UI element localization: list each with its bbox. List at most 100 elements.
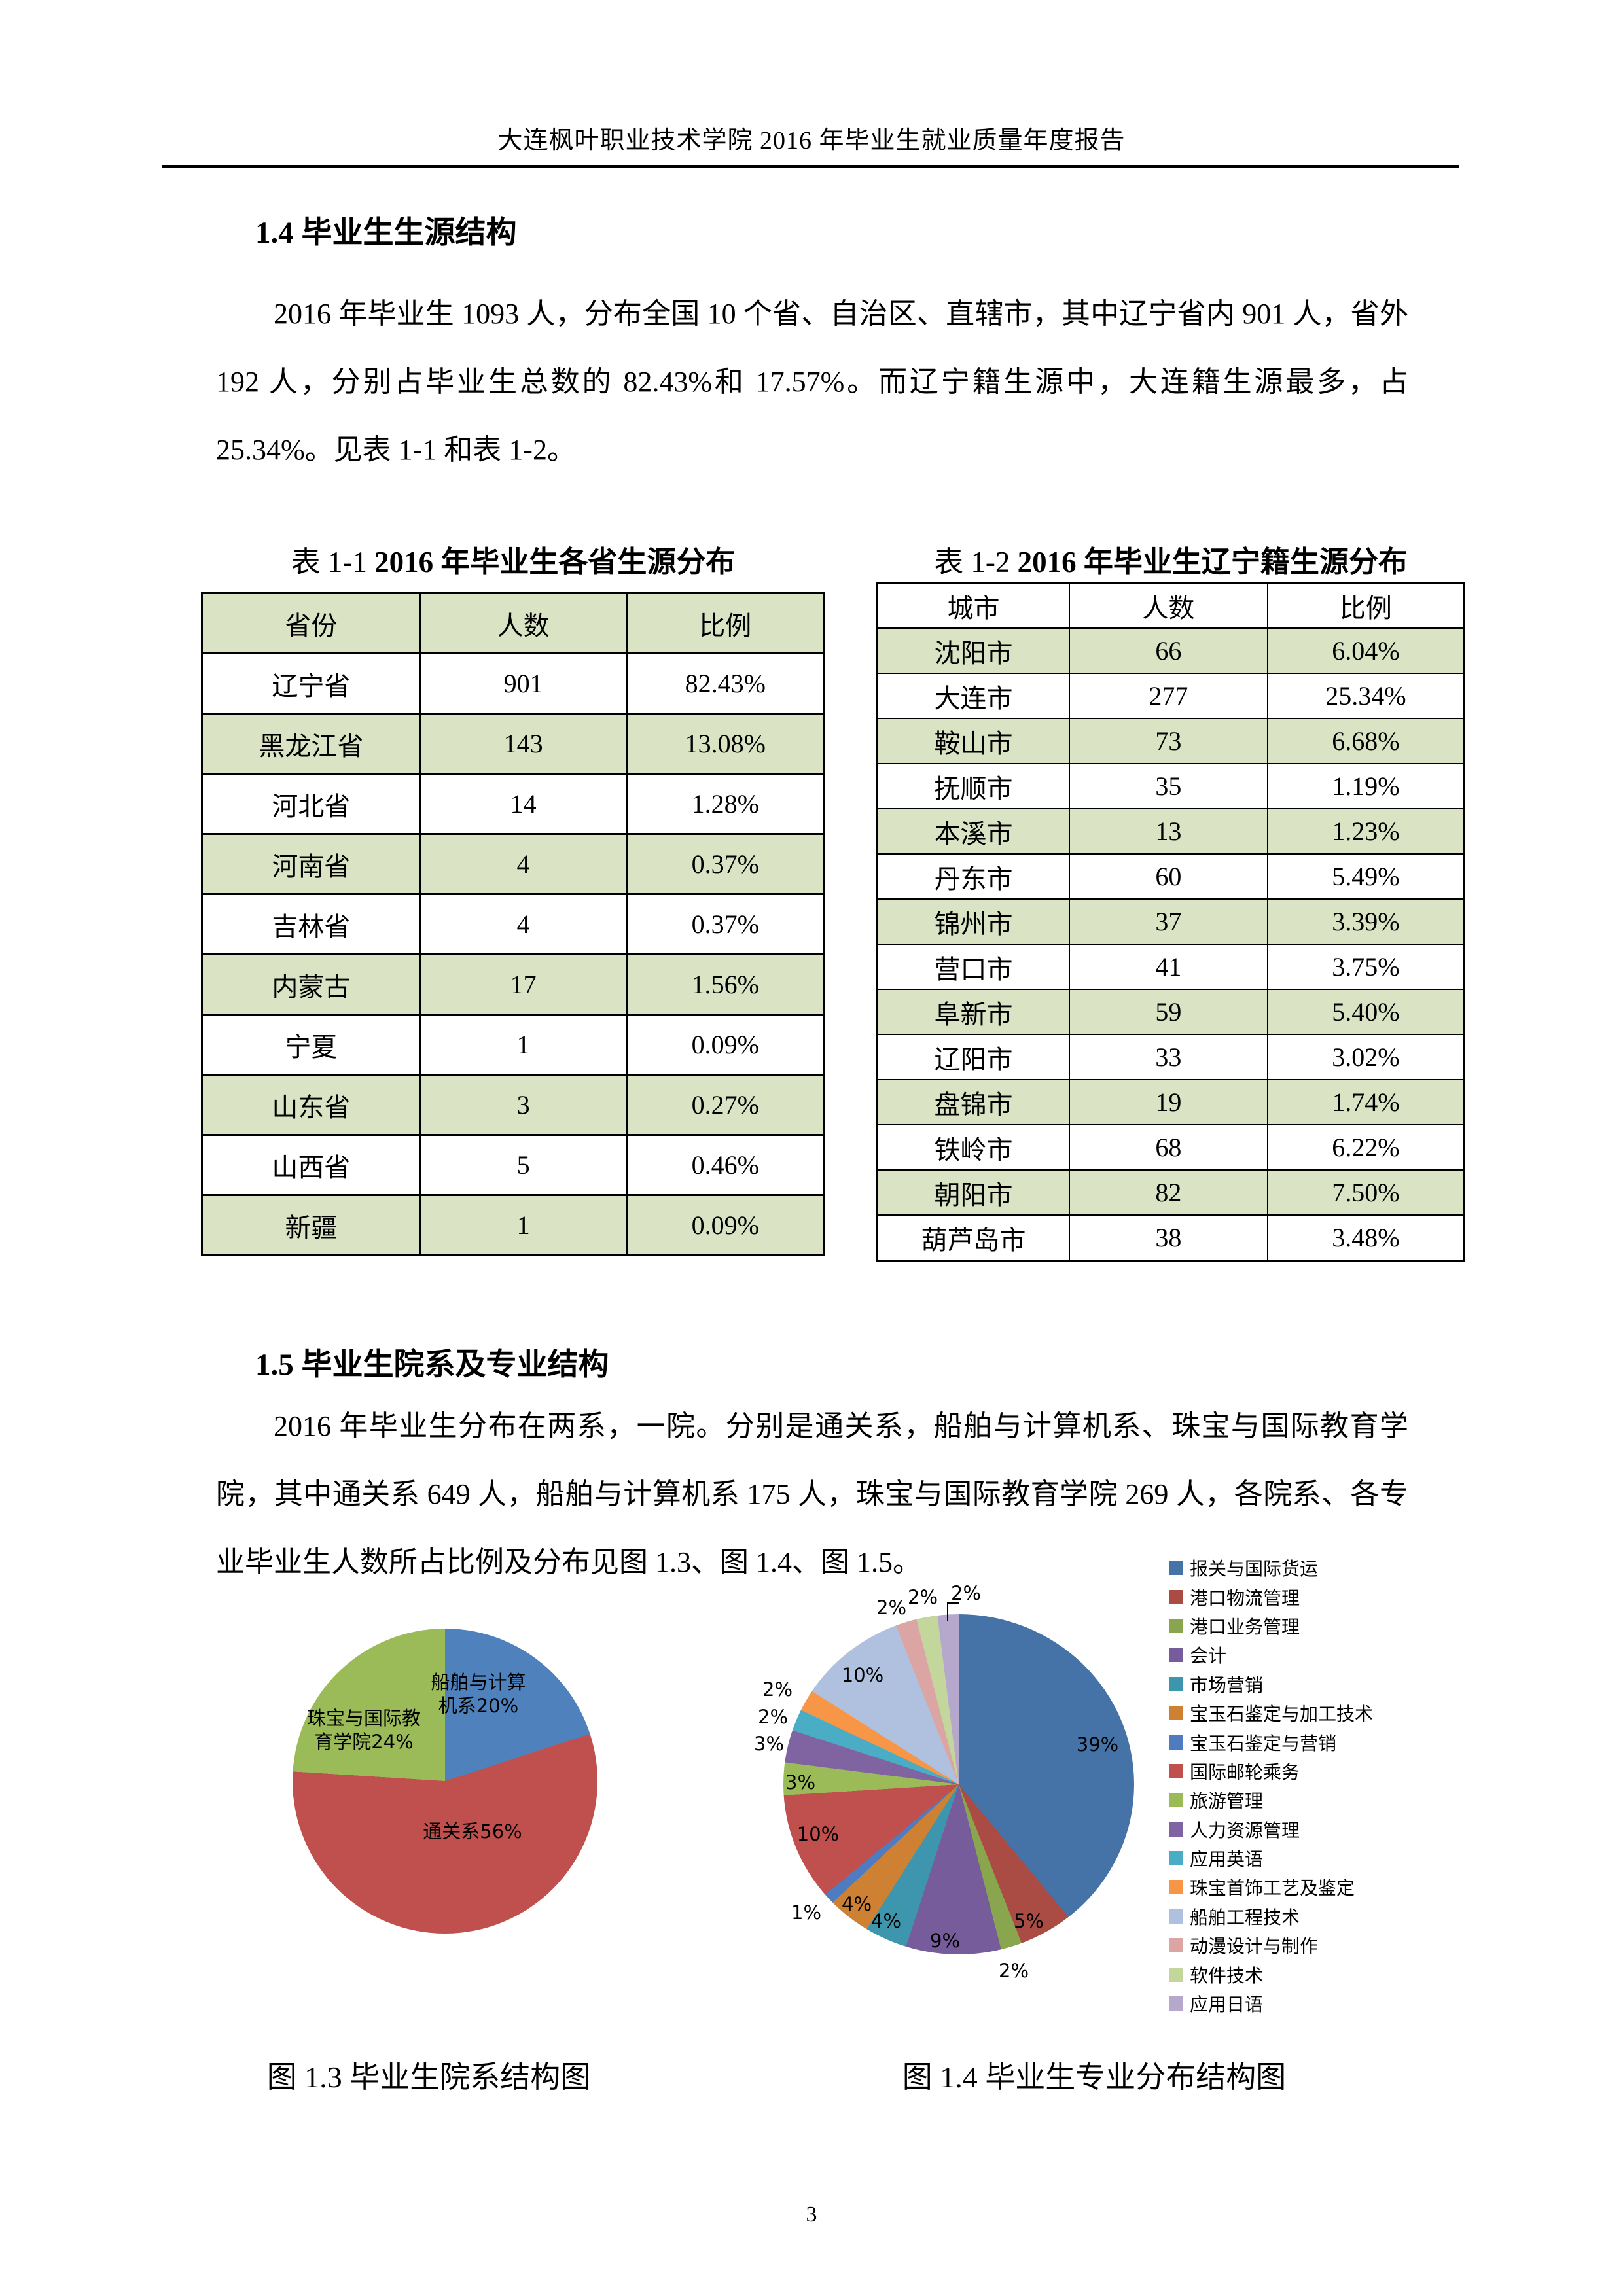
legend-label: 宝玉石鉴定与加工技术 xyxy=(1190,1703,1374,1725)
legend-item: 市场营销 xyxy=(1169,1670,1373,1699)
table-cell: 锦州市 xyxy=(877,898,1070,945)
table-cell: 0.37% xyxy=(625,833,826,895)
table-cell: 33 xyxy=(1068,1034,1268,1080)
table-row: 葫芦岛市 38 3.48% xyxy=(877,1214,1465,1261)
table-1-1-caption: 表 1-1 2016 年毕业生各省生源分布 xyxy=(201,538,825,580)
legend-swatch-icon xyxy=(1169,1880,1183,1895)
legend-swatch-icon xyxy=(1169,1909,1183,1924)
table-cell: 19 xyxy=(1068,1079,1268,1125)
header-divider-line xyxy=(162,165,1459,168)
pie-slice-label: 3% xyxy=(785,1771,816,1793)
label-leader-line xyxy=(947,1602,959,1621)
table-cell: 3.48% xyxy=(1266,1214,1465,1261)
pie-chart-majors xyxy=(783,1614,1134,1954)
table-cell: 5.40% xyxy=(1266,989,1465,1035)
table-row: 山东省 3 0.27% xyxy=(201,1074,826,1136)
pie-slice-label: 珠宝与国际教 育学院24% xyxy=(306,1707,421,1753)
legend-label: 旅游管理 xyxy=(1190,1790,1264,1812)
table-row: 丹东市 60 5.49% xyxy=(877,853,1465,900)
table-cell: 6.22% xyxy=(1266,1124,1465,1171)
legend-item: 港口物流管理 xyxy=(1169,1582,1373,1611)
pie-slice-label: 3% xyxy=(753,1733,785,1755)
table-header-row: 城市 人数 比例 xyxy=(877,582,1465,629)
legend-swatch-icon xyxy=(1169,1676,1183,1691)
legend-swatch-icon xyxy=(1169,1735,1183,1750)
table-cell: 营口市 xyxy=(877,944,1070,990)
table-cell: 3.39% xyxy=(1266,898,1465,945)
table-cell: 0.09% xyxy=(625,1014,826,1076)
table-cell: 41 xyxy=(1068,944,1268,990)
legend-item: 旅游管理 xyxy=(1169,1786,1373,1814)
table-cell: 1.23% xyxy=(1266,808,1465,855)
table-cell: 铁岭市 xyxy=(877,1124,1070,1171)
pie-slice-label: 9% xyxy=(929,1930,961,1952)
table-cell: 25.34% xyxy=(1266,673,1465,719)
table-cell: 35 xyxy=(1068,763,1268,809)
table-header-cell: 城市 xyxy=(877,582,1070,629)
table-cell: 1 xyxy=(419,1194,628,1256)
table-row: 盘锦市 19 1.74% xyxy=(877,1079,1465,1125)
table-cell: 0.09% xyxy=(625,1194,826,1256)
table-cell: 14 xyxy=(419,773,628,835)
table-cell: 河北省 xyxy=(201,773,421,835)
legend-item: 应用日语 xyxy=(1169,1989,1373,2018)
table-1-1-caption-number: 表 1-1 xyxy=(291,546,375,578)
table-cell: 1.74% xyxy=(1266,1079,1465,1125)
table-header-row: 省份 人数 比例 xyxy=(201,592,826,654)
table-header-cell: 比例 xyxy=(625,592,826,654)
table-cell: 辽阳市 xyxy=(877,1034,1070,1080)
table-cell: 鞍山市 xyxy=(877,718,1070,764)
pie-slice-label: 10% xyxy=(841,1664,884,1686)
table-1-2-caption-title: 2016 年毕业生辽宁籍生源分布 xyxy=(1017,546,1408,578)
legend-swatch-icon xyxy=(1169,1967,1183,1982)
legend-label: 应用日语 xyxy=(1190,1994,1264,2016)
legend-label: 国际邮轮乘务 xyxy=(1190,1761,1300,1783)
table-cell: 0.27% xyxy=(625,1074,826,1136)
table-cell: 17 xyxy=(419,953,628,1016)
table-cell: 朝阳市 xyxy=(877,1169,1070,1216)
table-row: 内蒙古 17 1.56% xyxy=(201,953,826,1016)
legend-label: 软件技术 xyxy=(1190,1964,1264,1987)
table-cell: 盘锦市 xyxy=(877,1079,1070,1125)
pie-slice-label: 2% xyxy=(907,1586,938,1608)
legend-label: 人力资源管理 xyxy=(1190,1819,1300,1841)
legend-swatch-icon xyxy=(1169,1589,1183,1604)
legend-item: 报关与国际货运 xyxy=(1169,1553,1373,1582)
page-header-title: 大连枫叶职业技术学院 2016 年毕业生就业质量年度报告 xyxy=(497,127,1126,154)
table-row: 铁岭市 68 6.22% xyxy=(877,1124,1465,1171)
pie-slice-label: 2% xyxy=(762,1678,793,1701)
legend-label: 动漫设计与制作 xyxy=(1190,1935,1319,1958)
legend-item: 港口业务管理 xyxy=(1169,1612,1373,1640)
table-cell: 901 xyxy=(419,652,628,715)
table-row: 山西省 5 0.46% xyxy=(201,1134,826,1196)
table-row: 辽阳市 33 3.02% xyxy=(877,1034,1465,1080)
table-row: 黑龙江省 143 13.08% xyxy=(201,713,826,775)
pie-majors-legend: 报关与国际货运 港口物流管理 港口业务管理 会计 市场营销 宝玉石鉴定与加工技术 宝玉石鉴定… xyxy=(1169,1553,1373,2018)
table-cell: 阜新市 xyxy=(877,989,1070,1035)
pie-slice-label: 5% xyxy=(1013,1910,1044,1932)
legend-label: 应用英语 xyxy=(1190,1848,1264,1871)
page-number: 3 xyxy=(806,2202,817,2227)
pie-slice-label: 2% xyxy=(757,1706,789,1728)
legend-label: 报关与国际货运 xyxy=(1190,1558,1319,1580)
pie-chart-departments xyxy=(293,1629,597,1934)
table-row: 锦州市 37 3.39% xyxy=(877,898,1465,945)
table-cell: 山东省 xyxy=(201,1074,421,1136)
table-cell: 0.46% xyxy=(625,1134,826,1196)
table-cell: 0.37% xyxy=(625,893,826,955)
table-cell: 82.43% xyxy=(625,652,826,715)
table-row: 吉林省 4 0.37% xyxy=(201,893,826,955)
table-row: 新疆 1 0.09% xyxy=(201,1194,826,1256)
table-cell: 6.68% xyxy=(1266,718,1465,764)
table-cell: 6.04% xyxy=(1266,627,1465,674)
legend-swatch-icon xyxy=(1169,1648,1183,1663)
pie-slice-label: 4% xyxy=(870,1910,902,1932)
table-row: 本溪市 13 1.23% xyxy=(877,808,1465,855)
table-cell: 沈阳市 xyxy=(877,627,1070,674)
table-cell: 1.56% xyxy=(625,953,826,1016)
table-cell: 大连市 xyxy=(877,673,1070,719)
pie-slice-label: 2% xyxy=(998,1960,1029,1982)
legend-item: 船舶工程技术 xyxy=(1169,1902,1373,1931)
pie-slice-label: 船舶与计算 机系20% xyxy=(431,1671,526,1717)
table-cell: 3.75% xyxy=(1266,944,1465,990)
